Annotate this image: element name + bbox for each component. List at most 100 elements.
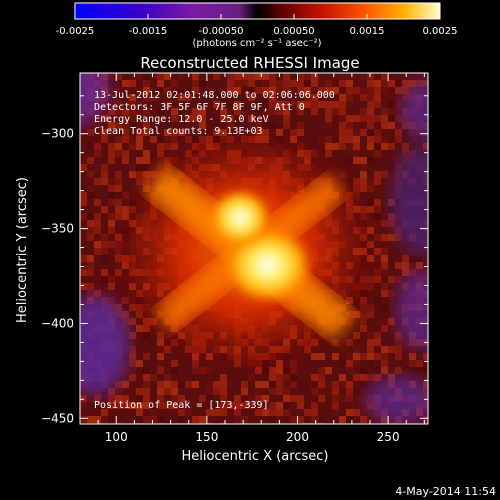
noise-pixel	[192, 416, 199, 423]
noise-pixel	[108, 122, 115, 129]
noise-pixel	[402, 87, 409, 94]
noise-pixel	[108, 297, 115, 304]
noise-pixel	[381, 143, 388, 150]
noise-pixel	[255, 388, 262, 395]
noise-pixel	[276, 374, 283, 381]
noise-pixel	[157, 339, 164, 346]
noise-pixel	[402, 80, 409, 87]
noise-pixel	[143, 164, 150, 171]
noise-pixel	[381, 304, 388, 311]
noise-pixel	[122, 115, 129, 122]
noise-pixel	[220, 108, 227, 115]
noise-pixel	[192, 115, 199, 122]
noise-pixel	[136, 143, 143, 150]
noise-pixel	[304, 73, 311, 80]
noise-pixel	[143, 87, 150, 94]
noise-pixel	[311, 101, 318, 108]
noise-pixel	[234, 73, 241, 80]
noise-pixel	[269, 374, 276, 381]
noise-pixel	[101, 164, 108, 171]
noise-pixel	[122, 150, 129, 157]
noise-pixel	[332, 381, 339, 388]
noise-pixel	[234, 101, 241, 108]
noise-pixel	[122, 122, 129, 129]
noise-pixel	[360, 73, 367, 80]
noise-pixel	[164, 101, 171, 108]
noise-pixel	[192, 381, 199, 388]
noise-pixel	[80, 199, 87, 206]
noise-pixel	[360, 164, 367, 171]
peak-position-label: Position of Peak = [173,-339]	[94, 400, 269, 411]
noise-pixel	[269, 416, 276, 423]
noise-pixel	[94, 416, 101, 423]
noise-pixel	[367, 178, 374, 185]
noise-pixel	[171, 395, 178, 402]
noise-pixel	[136, 402, 143, 409]
colorbar-gradient	[74, 2, 441, 20]
image-area	[80, 73, 428, 424]
noise-pixel	[269, 101, 276, 108]
noise-pixel	[199, 367, 206, 374]
noise-pixel	[143, 367, 150, 374]
noise-pixel	[297, 80, 304, 87]
negative-region-bottom-left	[80, 295, 130, 395]
noise-pixel	[101, 115, 108, 122]
negative-regions	[80, 73, 428, 424]
noise-pixel	[283, 381, 290, 388]
noise-pixel	[129, 115, 136, 122]
noise-pixel	[220, 388, 227, 395]
noise-pixel	[409, 262, 416, 269]
noise-pixel	[276, 367, 283, 374]
noise-pixel	[276, 108, 283, 115]
noise-pixel	[213, 409, 220, 416]
noise-pixel	[290, 101, 297, 108]
noise-pixel	[374, 248, 381, 255]
noise-pixel	[185, 94, 192, 101]
noise-pixel	[87, 171, 94, 178]
info-text: 13-Jul-2012 02:01:48.000 to 02:06:06.000…	[94, 90, 335, 411]
noise-pixel	[388, 220, 395, 227]
noise-pixel	[290, 80, 297, 87]
noise-pixel	[318, 353, 325, 360]
negative-region-top-left	[80, 73, 110, 127]
noise-pixel	[108, 101, 115, 108]
noise-pixel	[353, 136, 360, 143]
noise-pixel	[129, 94, 136, 101]
noise-pixel	[108, 213, 115, 220]
noise-pixel	[388, 143, 395, 150]
noise-pixel	[101, 276, 108, 283]
noise-pixel	[164, 73, 171, 80]
noise-pixel	[297, 416, 304, 423]
noise-pixel	[87, 143, 94, 150]
noise-pixel	[255, 402, 262, 409]
noise-pixel	[87, 255, 94, 262]
negative-region-bottom-right	[365, 375, 428, 424]
noise-pixel	[136, 416, 143, 423]
noise-pixel	[94, 178, 101, 185]
noise-pixel	[178, 129, 185, 136]
noise-pixel	[171, 115, 178, 122]
noise-pixel	[80, 164, 87, 171]
core-peak	[208, 188, 272, 248]
noise-pixel	[388, 290, 395, 297]
noise-pixel	[122, 108, 129, 115]
noise-pixel	[360, 318, 367, 325]
noise-pixel	[388, 122, 395, 129]
noise-pixel	[381, 248, 388, 255]
noise-pixel	[283, 87, 290, 94]
noise-pixel	[80, 269, 87, 276]
noise-pixel	[339, 108, 346, 115]
noise-pixel	[122, 402, 129, 409]
noise-pixel	[101, 136, 108, 143]
noise-pixel	[227, 94, 234, 101]
colorbar: -0.0025 -0.0015 -0.00050 0.00050 0.0015 0.002…	[56, 2, 458, 49]
noise-pixel	[178, 94, 185, 101]
x-axis-label: Heliocentric X (arcsec)	[182, 449, 329, 464]
noise-pixel	[157, 367, 164, 374]
noise-pixel	[108, 157, 115, 164]
noise-pixel	[213, 101, 220, 108]
noise-pixel	[115, 395, 122, 402]
noise-pixel	[122, 304, 129, 311]
noise-pixel	[185, 381, 192, 388]
noise-pixel	[213, 388, 220, 395]
